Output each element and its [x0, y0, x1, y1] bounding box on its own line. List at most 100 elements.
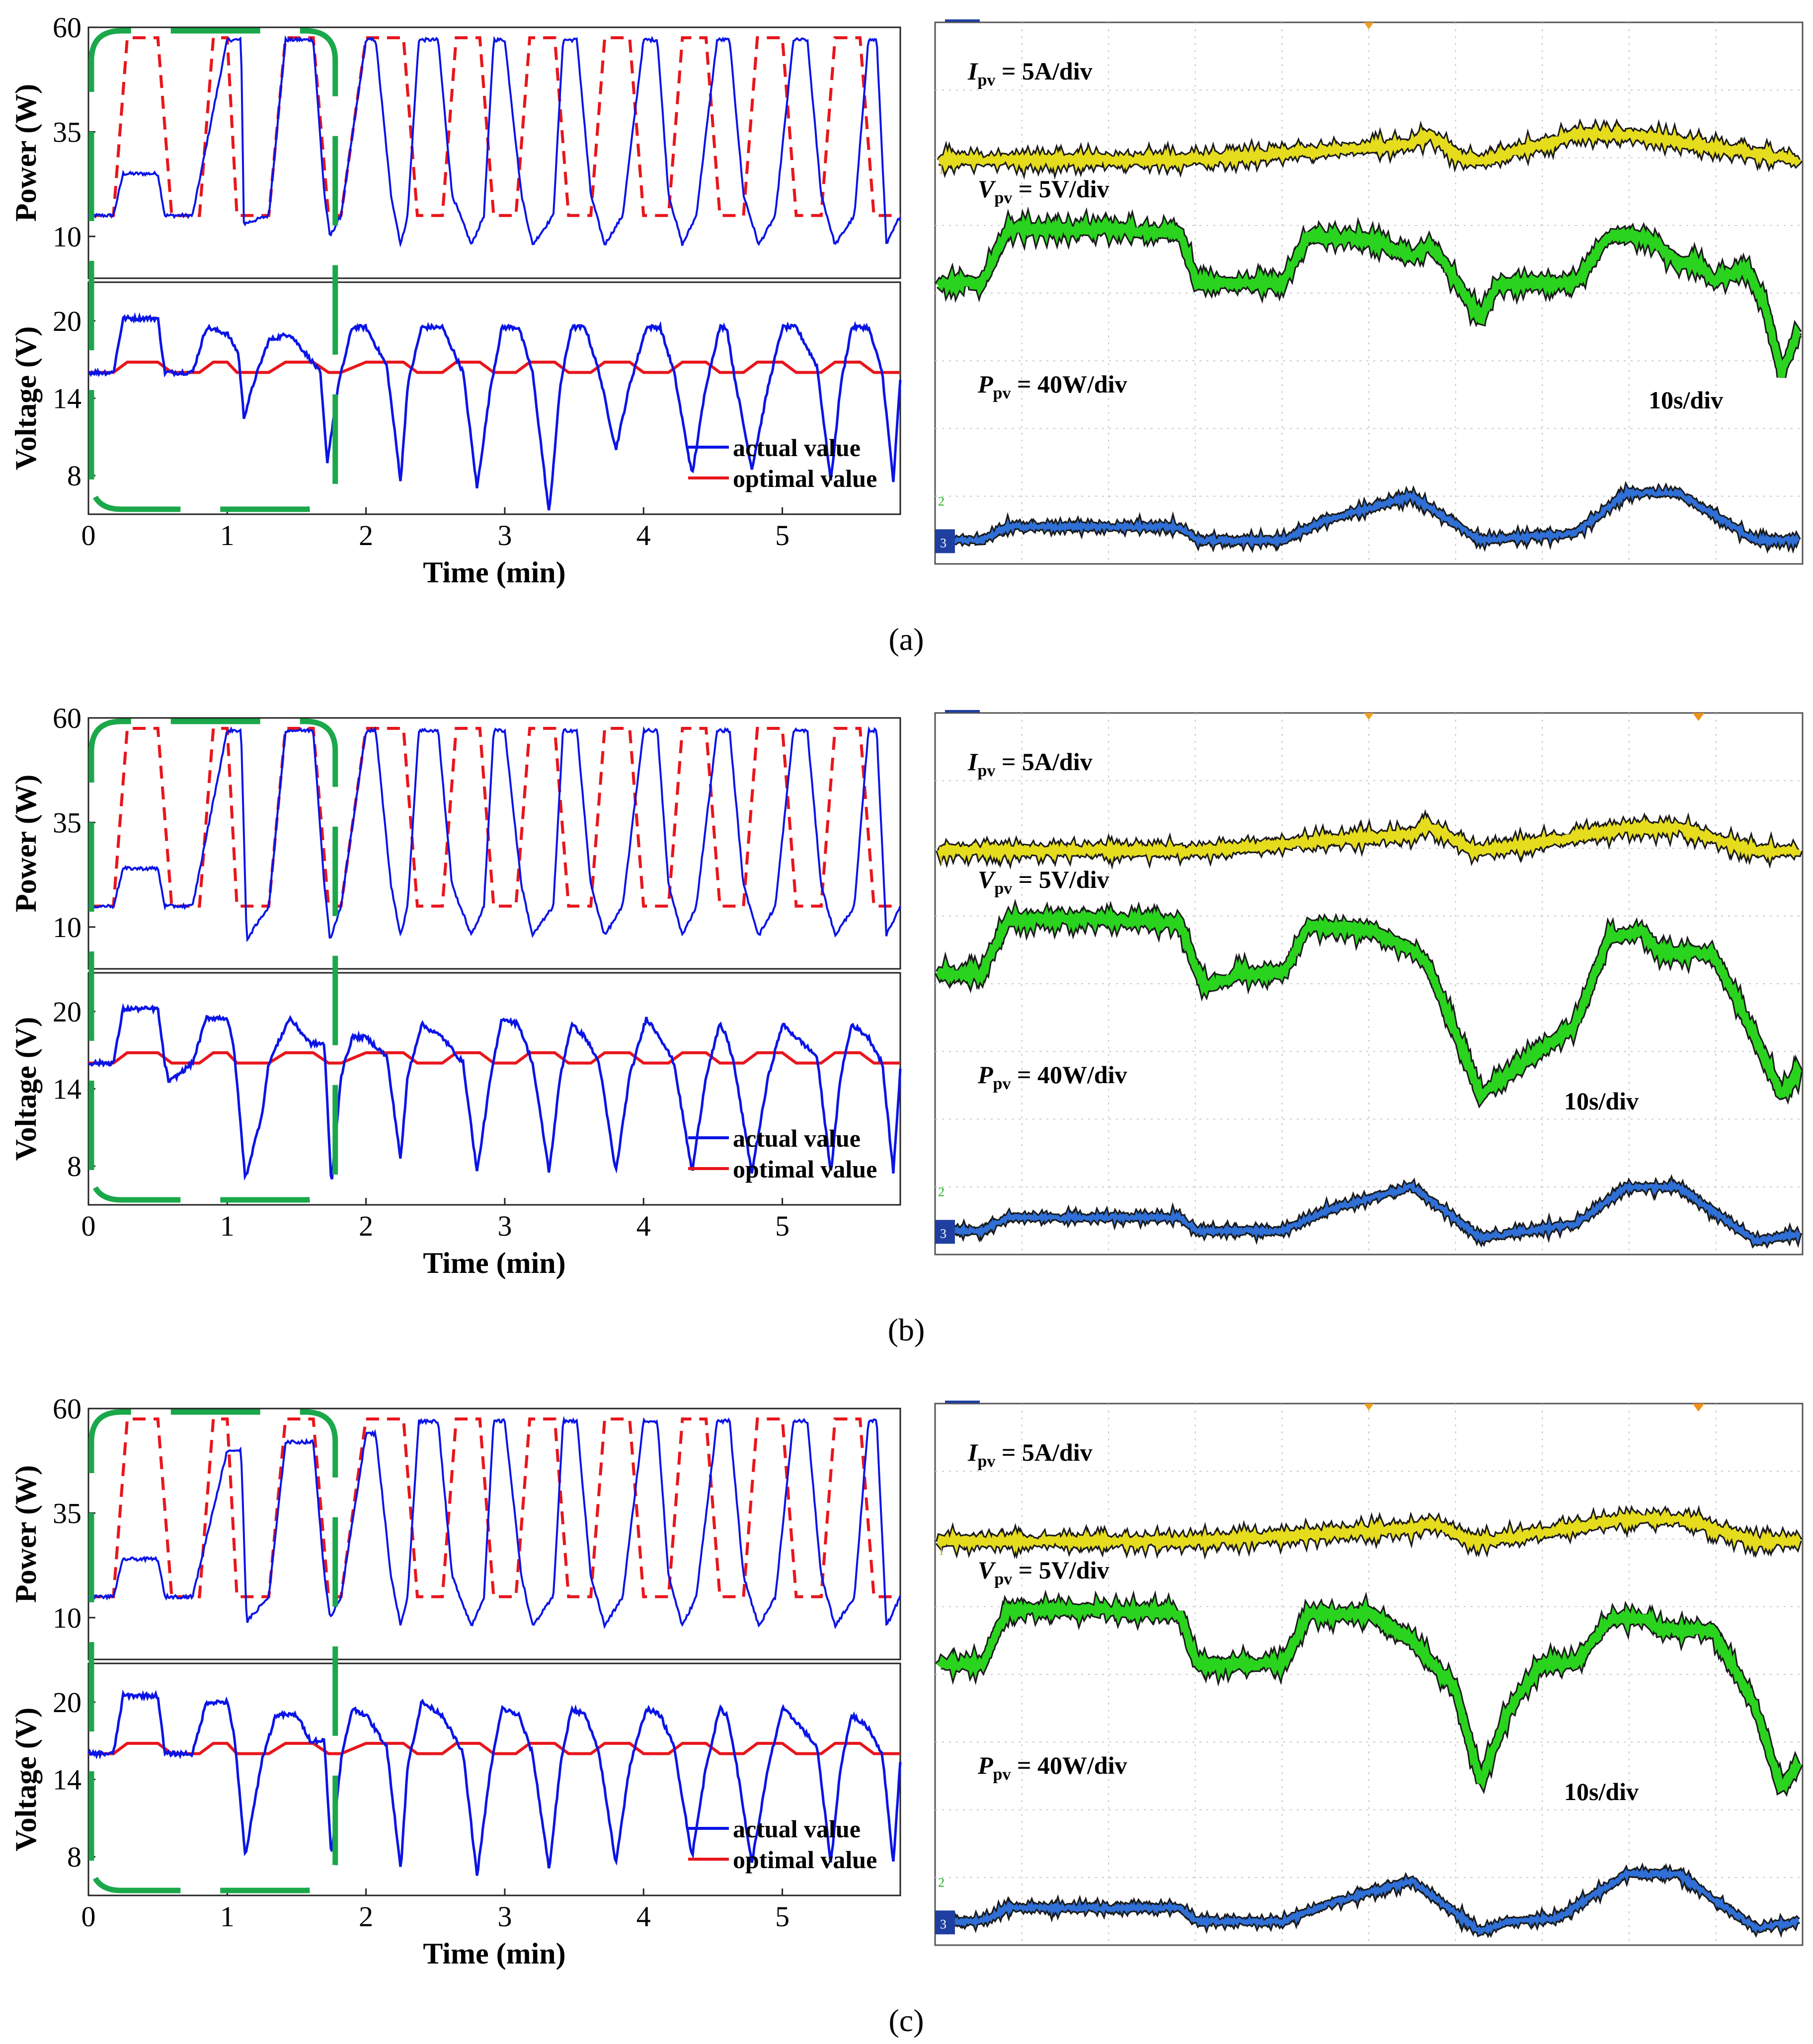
- scope-screen: 1 2 3 Ipv = 5A/div Vpv = 5V/div Ppv = 40W/div…: [934, 1401, 1804, 1946]
- voltage-y-tick-label: 20: [53, 305, 81, 337]
- x-tick-label: 0: [81, 1900, 96, 1933]
- scope-current-label-scale: = 5A/div: [995, 57, 1092, 85]
- scope-voltage-trace: [936, 904, 1802, 1105]
- power-y-tick-label: 60: [53, 1393, 81, 1425]
- x-tick-label: 4: [636, 519, 651, 551]
- x-tick-label: 1: [220, 1900, 235, 1933]
- scope-power-trace: [938, 485, 1800, 549]
- x-tick-label: 0: [81, 519, 96, 551]
- scope-timebase-label: 10s/div: [1564, 1778, 1639, 1806]
- power-y-tick-label: 10: [53, 1602, 81, 1634]
- power-y-axis-label: Power (W): [9, 775, 42, 912]
- power-y-tick-label: 10: [53, 221, 81, 253]
- channel-1-marker: 1: [938, 1544, 945, 1558]
- x-tick-label: 4: [636, 1210, 651, 1242]
- scope-power-trace: [937, 1867, 1800, 1936]
- legend-optimal-label: optimal value: [733, 1155, 877, 1183]
- scope-power-label-subscript: pv: [993, 384, 1011, 402]
- scope-power-label-scale: = 40W/div: [1011, 370, 1127, 398]
- scope-screen: 1 2 3 Ipv = 5A/div Vpv = 5V/div Ppv = 40W/div…: [934, 19, 1804, 565]
- x-tick-label: 4: [636, 1900, 651, 1933]
- scope-voltage-label: Vpv = 5V/div: [978, 865, 1109, 898]
- scope-current-label-scale: = 5A/div: [995, 748, 1092, 776]
- scope-voltage-label: Vpv = 5V/div: [978, 175, 1109, 207]
- scope-voltage-trace: [936, 1595, 1802, 1794]
- scope-frame: [934, 1403, 1804, 1946]
- scope-power-label: Ppv = 40W/div: [977, 1751, 1127, 1784]
- x-axis-label: Time (min): [423, 556, 565, 589]
- scope-power-label: Ppv = 40W/div: [977, 1061, 1127, 1093]
- highlight-bracket: [88, 28, 338, 512]
- x-tick-label: 2: [359, 1900, 373, 1933]
- scope-power-label-scale: = 40W/div: [1011, 1751, 1127, 1779]
- scope-voltage-label-subscript: pv: [994, 189, 1012, 207]
- x-tick-label: 2: [359, 1210, 373, 1242]
- x-tick-label: 3: [497, 1210, 512, 1242]
- scope-voltage-label: Vpv = 5V/div: [978, 1556, 1109, 1588]
- x-tick-label: 3: [497, 1900, 512, 1933]
- panel-a: 10 35 60 Power (W) 8 14 20 Voltage (V) 0 1 2 3 4 5 Tim…: [9, 11, 1804, 657]
- scope-current-label-symbol: I: [967, 1438, 978, 1466]
- x-tick-label: 0: [81, 1210, 96, 1242]
- scope-current-trace: [937, 814, 1802, 864]
- voltage-optimal-series: [88, 360, 900, 374]
- voltage-y-tick-label: 8: [67, 460, 81, 492]
- voltage-y-tick-label: 20: [53, 996, 81, 1028]
- channel-2-marker: 2: [938, 1184, 945, 1199]
- scope-frame: [934, 21, 1804, 565]
- scope-current-label: Ipv = 5A/div: [967, 1438, 1093, 1471]
- power-y-tick-label: 35: [53, 806, 81, 839]
- voltage-y-axis-label: Voltage (V): [9, 1017, 42, 1161]
- x-tick-label: 5: [775, 1210, 789, 1242]
- scope-voltage-label-subscript: pv: [994, 879, 1012, 898]
- scope-top-indicator: [945, 19, 980, 22]
- voltage-y-axis-label: Voltage (V): [9, 326, 42, 470]
- scope-current-label-symbol: I: [967, 57, 978, 85]
- power-optimal-series: [88, 36, 900, 217]
- scope-current-label-subscript: pv: [977, 1452, 995, 1471]
- voltage-y-tick-label: 14: [53, 1073, 81, 1105]
- channel-3-marker: 3: [940, 1917, 946, 1931]
- trigger-marker: [1364, 22, 1374, 29]
- panel-b: 10 35 60 Power (W) 8 14 20 Voltage (V) 0 1 2 3 4 5 Tim…: [9, 702, 1804, 1347]
- power-y-axis-label: Power (W): [9, 1465, 42, 1603]
- power-y-tick-label: 35: [53, 1497, 81, 1529]
- scope-power-label-subscript: pv: [993, 1765, 1011, 1784]
- legend-actual-label: actual value: [733, 1815, 861, 1843]
- scope-current-label-symbol: I: [967, 748, 978, 776]
- scope-current-label-subscript: pv: [977, 71, 995, 89]
- voltage-y-tick-label: 20: [53, 1686, 81, 1719]
- scope-current-trace: [938, 122, 1802, 174]
- trigger-marker: [1692, 1404, 1705, 1412]
- channel-3-marker: 3: [940, 536, 946, 550]
- scope-screen: 1 2 3 Ipv = 5A/div Vpv = 5V/div Ppv = 40W/div…: [934, 710, 1804, 1256]
- highlight-bracket: [88, 718, 338, 1203]
- scope-power-label-symbol: P: [977, 370, 993, 398]
- scope-timebase-label: 10s/div: [1649, 386, 1723, 414]
- power-optimal-series: [88, 727, 900, 908]
- x-axis-label: Time (min): [423, 1937, 565, 1970]
- legend-actual-label: actual value: [733, 434, 861, 462]
- voltage-actual-series: [88, 1003, 902, 1181]
- power-plot-frame: [87, 1408, 901, 1660]
- x-tick-label: 5: [775, 519, 789, 551]
- scope-power-label-symbol: P: [977, 1751, 993, 1779]
- channel-3-box: [935, 1910, 955, 1935]
- x-tick-label: 2: [359, 519, 373, 551]
- power-y-tick-label: 10: [53, 911, 81, 943]
- scope-voltage-label-subscript: pv: [994, 1570, 1012, 1588]
- voltage-y-tick-label: 8: [67, 1150, 81, 1182]
- channel-1-marker: 1: [938, 853, 945, 867]
- panel-label: (c): [888, 2003, 924, 2038]
- scope-power-label-scale: = 40W/div: [1011, 1061, 1127, 1089]
- scope-current-trace: [937, 1508, 1802, 1555]
- power-actual-series: [87, 35, 901, 248]
- scope-voltage-label-scale: = 5V/div: [1012, 175, 1109, 203]
- channel-3-box: [935, 1220, 955, 1244]
- channel-1-marker: 1: [938, 162, 945, 177]
- scope-frame: [934, 712, 1804, 1256]
- voltage-y-tick-label: 14: [53, 1764, 81, 1796]
- legend-optimal-label: optimal value: [733, 465, 877, 492]
- scope-top-indicator: [945, 710, 980, 712]
